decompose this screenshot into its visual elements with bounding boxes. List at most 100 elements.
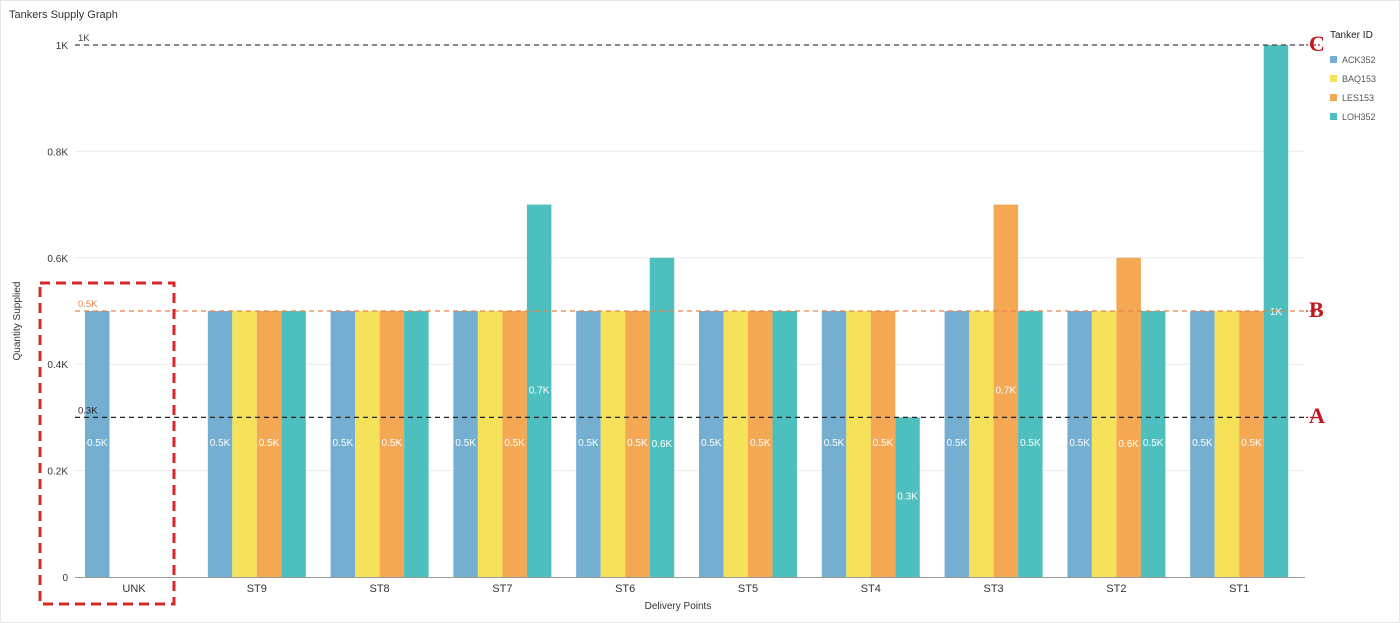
bar-baq153-st4[interactable] bbox=[846, 311, 871, 577]
bar-loh352-st3[interactable] bbox=[1018, 311, 1043, 577]
data-label: 0.5K bbox=[578, 438, 599, 449]
y-tick-label: 0.6K bbox=[47, 254, 68, 265]
legend-item[interactable]: LOH352 bbox=[1330, 107, 1376, 126]
legend-title: Tanker ID bbox=[1330, 30, 1373, 41]
bar-loh352-st9[interactable] bbox=[281, 311, 306, 577]
data-label: 0.5K bbox=[1192, 438, 1213, 449]
bar-les153-st7[interactable] bbox=[502, 311, 527, 577]
data-label: 0.5K bbox=[750, 438, 771, 449]
bar-ack352-st1[interactable] bbox=[1190, 311, 1215, 577]
data-label: 0.6K bbox=[652, 439, 673, 450]
bar-baq153-st5[interactable] bbox=[723, 311, 749, 577]
bar-les153-st3[interactable] bbox=[993, 204, 1019, 577]
bar-ack352-st4[interactable] bbox=[821, 311, 847, 577]
data-label: 0.5K bbox=[87, 438, 108, 449]
data-label: 0.5K bbox=[1143, 438, 1164, 449]
bar-baq153-st1[interactable] bbox=[1214, 311, 1240, 577]
x-tick-label: ST2 bbox=[1106, 583, 1126, 595]
bar-baq153-st6[interactable] bbox=[600, 311, 626, 577]
bar-ack352-st3[interactable] bbox=[944, 311, 970, 577]
data-label: 0.5K bbox=[504, 438, 525, 449]
x-tick-label: ST1 bbox=[1229, 583, 1249, 595]
data-label: 0.5K bbox=[1020, 438, 1041, 449]
bar-ack352-unk[interactable] bbox=[85, 311, 110, 577]
data-label: 0.5K bbox=[701, 438, 722, 449]
data-label: 0.5K bbox=[455, 438, 476, 449]
chart-title: Tankers Supply Graph bbox=[9, 9, 118, 21]
legend-swatch bbox=[1330, 75, 1337, 82]
bar-les153-st6[interactable] bbox=[625, 311, 650, 577]
y-tick-label: 0.8K bbox=[47, 147, 68, 158]
x-axis-title: Delivery Points bbox=[645, 601, 712, 612]
data-label: 0.5K bbox=[382, 438, 403, 449]
bar-ack352-st8[interactable] bbox=[330, 311, 356, 577]
legend: Tanker ID ACK352 BAQ153 LES153 LOH352 bbox=[1330, 30, 1376, 126]
bar-ack352-st2[interactable] bbox=[1067, 311, 1092, 577]
legend-item[interactable]: LES153 bbox=[1330, 88, 1376, 107]
legend-swatch bbox=[1330, 94, 1337, 101]
bar-les153-st1[interactable] bbox=[1239, 311, 1264, 577]
bar-ack352-st7[interactable] bbox=[453, 311, 478, 577]
data-label: 0.5K bbox=[333, 438, 354, 449]
bar-baq153-st7[interactable] bbox=[477, 311, 503, 577]
data-label: 0.7K bbox=[529, 386, 550, 397]
y-tick-label: 1K bbox=[56, 41, 69, 52]
marker-letter-a: A bbox=[1309, 403, 1325, 429]
bar-loh352-st4[interactable] bbox=[895, 417, 920, 577]
legend-swatch bbox=[1330, 113, 1337, 120]
reference-line-label: 1K bbox=[78, 33, 90, 44]
bar-les153-st9[interactable] bbox=[256, 311, 282, 577]
legend-label: ACK352 bbox=[1342, 54, 1376, 65]
bar-les153-st5[interactable] bbox=[748, 311, 773, 577]
bar-loh352-st2[interactable] bbox=[1140, 311, 1166, 577]
data-label: 1K bbox=[1270, 307, 1283, 318]
bar-loh352-st8[interactable] bbox=[404, 311, 429, 577]
data-label: 0.5K bbox=[947, 438, 968, 449]
bar-les153-st4[interactable] bbox=[870, 311, 896, 577]
y-axis-title: Quantity Supplied bbox=[12, 282, 23, 361]
data-label: 0.5K bbox=[627, 438, 648, 449]
marker-letter-c: C bbox=[1309, 31, 1325, 56]
marker-letter-b: B bbox=[1309, 297, 1324, 322]
x-tick-label: ST6 bbox=[615, 583, 635, 595]
x-tick-label: ST5 bbox=[738, 583, 758, 595]
reference-line-label: 0.3K bbox=[78, 405, 98, 416]
data-label: 0.5K bbox=[1241, 438, 1262, 449]
y-tick-label: 0 bbox=[62, 573, 68, 584]
y-tick-label: 0.4K bbox=[47, 360, 68, 371]
data-label: 0.5K bbox=[210, 438, 231, 449]
legend-item[interactable]: BAQ153 bbox=[1330, 69, 1376, 88]
x-tick-label: ST3 bbox=[984, 583, 1004, 595]
data-label: 0.5K bbox=[824, 438, 845, 449]
legend-label: LOH352 bbox=[1342, 111, 1376, 122]
x-tick-label: ST8 bbox=[370, 583, 390, 595]
y-tick-label: 0.2K bbox=[47, 467, 68, 478]
legend-item[interactable]: ACK352 bbox=[1330, 50, 1376, 69]
data-label: 0.3K bbox=[897, 491, 918, 502]
legend-label: BAQ153 bbox=[1342, 73, 1377, 84]
legend-label: LES153 bbox=[1342, 92, 1375, 103]
data-label: 0.6K bbox=[1118, 439, 1139, 450]
x-tick-label: ST4 bbox=[861, 583, 881, 595]
data-label: 0.5K bbox=[259, 438, 280, 449]
bar-baq153-st2[interactable] bbox=[1091, 311, 1117, 577]
bar-ack352-st5[interactable] bbox=[699, 311, 724, 577]
data-label: 0.5K bbox=[1069, 438, 1090, 449]
legend-items: ACK352 BAQ153 LES153 LOH352 bbox=[1330, 50, 1376, 126]
x-tick-label: ST9 bbox=[247, 583, 267, 595]
bar-baq153-st3[interactable] bbox=[969, 311, 994, 577]
x-tick-label: ST7 bbox=[492, 583, 512, 595]
bar-baq153-st8[interactable] bbox=[355, 311, 380, 577]
data-label: 0.5K bbox=[873, 438, 894, 449]
legend-swatch bbox=[1330, 56, 1337, 63]
highlight-box bbox=[38, 281, 176, 606]
bar-les153-st8[interactable] bbox=[379, 311, 405, 577]
bar-loh352-st7[interactable] bbox=[526, 204, 552, 577]
data-label: 0.7K bbox=[996, 386, 1017, 397]
bar-ack352-st6[interactable] bbox=[576, 311, 601, 577]
bar-ack352-st9[interactable] bbox=[207, 311, 233, 577]
bar-baq153-st9[interactable] bbox=[232, 311, 257, 577]
bar-loh352-st5[interactable] bbox=[772, 311, 798, 577]
reference-line-label: 0.5K bbox=[78, 299, 98, 310]
